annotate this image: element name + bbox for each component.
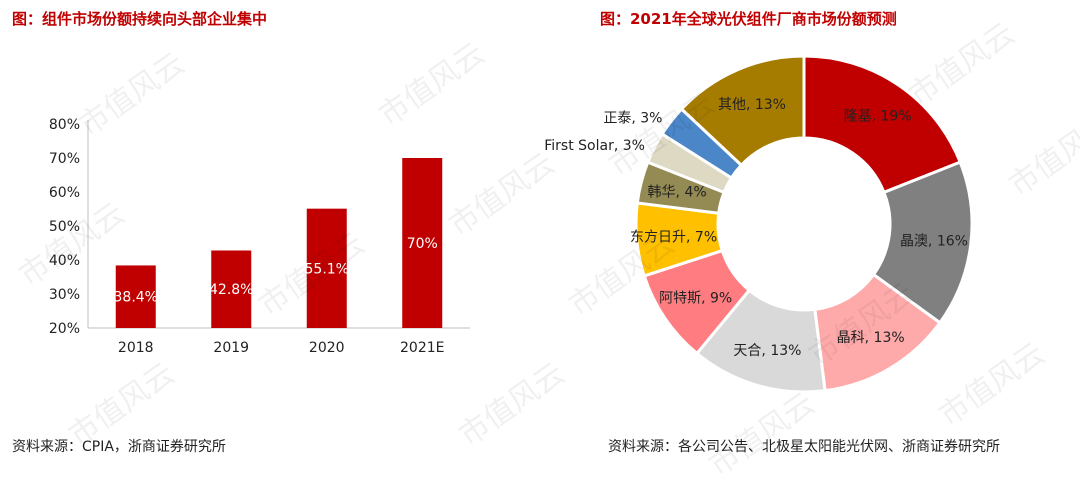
y-tick-label: 20% xyxy=(49,321,80,337)
donut-slice-label: 韩华, 4% xyxy=(648,184,707,200)
bar-value-label: 70% xyxy=(407,236,438,252)
donut-slice-9 xyxy=(679,54,806,168)
y-tick-label: 70% xyxy=(49,151,80,167)
bar-value-label: 42.8% xyxy=(209,282,253,298)
x-tick-label: 2021E xyxy=(400,340,444,356)
y-tick-label: 60% xyxy=(49,185,80,201)
y-tick-label: 50% xyxy=(49,219,80,235)
donut-chart: 隆基, 19% 晶澳, 16% 晶科, 13% 天合, 13% 阿特斯, 9% 东方日升,… xyxy=(544,54,974,394)
left-chart-title: 图：组件市场份额持续向头部企业集中 xyxy=(12,10,268,28)
donut-slice-label: 天合, 13% xyxy=(733,343,801,359)
donut-slice-label: 晶科, 13% xyxy=(837,330,905,346)
donut-slice-0 xyxy=(802,54,963,195)
left-source-note: 资料来源：CPIA，浙商证券研究所 xyxy=(12,439,226,455)
bar-2021E xyxy=(402,158,443,328)
y-tick-label: 40% xyxy=(49,253,80,269)
right-source-note: 资料来源：各公司公告、北极星太阳能光伏网、浙商证券研究所 xyxy=(608,439,1000,455)
donut-slice-label: First Solar, 3% xyxy=(544,138,645,154)
donut-slice-label: 晶澳, 16% xyxy=(900,233,968,249)
x-tick-label: 2018 xyxy=(118,340,154,356)
x-tick-label: 2020 xyxy=(309,340,345,356)
bar-value-label: 38.4% xyxy=(114,290,158,306)
donut-slice-label: 阿特斯, 9% xyxy=(659,291,732,307)
y-tick-label: 30% xyxy=(49,287,80,303)
bar-2019 xyxy=(211,250,252,328)
right-chart-title: 图：2021年全球光伏组件厂商市场份额预测 xyxy=(600,10,897,28)
y-tick-label: 80% xyxy=(49,117,80,133)
x-tick-label: 2019 xyxy=(213,340,249,356)
bar-2020 xyxy=(306,208,347,328)
bar-2018 xyxy=(115,265,156,328)
donut-slice-label: 隆基, 19% xyxy=(844,108,912,125)
donut-slice-label: 其他, 13% xyxy=(718,97,786,113)
donut-slice-label: 东方日升, 7% xyxy=(630,229,717,245)
bar-value-label: 55.1% xyxy=(305,261,349,277)
donut-slice-label: 正泰, 3% xyxy=(603,110,662,126)
bar-chart: 20% 30% 40% 50% 60% 70% 80% 38.4% 2018 42.8% 2019 5… xyxy=(49,117,470,356)
